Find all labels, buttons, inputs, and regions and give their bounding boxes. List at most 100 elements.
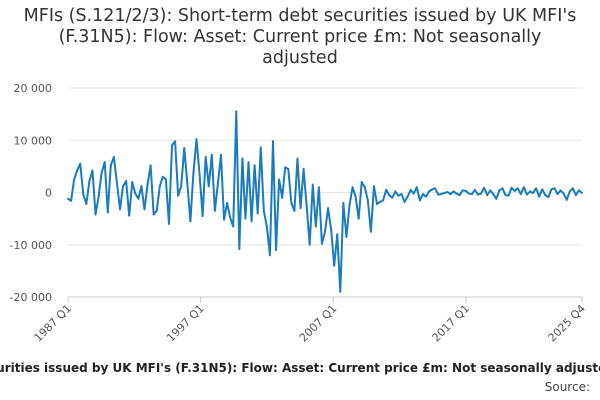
data-point[interactable] — [238, 247, 241, 250]
data-point[interactable] — [565, 198, 568, 201]
data-point[interactable] — [510, 186, 513, 189]
data-point[interactable] — [137, 197, 140, 200]
data-point[interactable] — [164, 178, 167, 181]
data-point[interactable] — [275, 248, 278, 251]
data-point[interactable] — [143, 208, 146, 211]
data-point[interactable] — [219, 153, 222, 156]
data-point[interactable] — [403, 200, 406, 203]
data-point[interactable] — [155, 209, 158, 212]
data-point[interactable] — [232, 225, 235, 228]
data-point[interactable] — [382, 199, 385, 202]
data-point[interactable] — [140, 185, 143, 188]
data-point[interactable] — [67, 197, 69, 200]
data-point[interactable] — [250, 220, 253, 223]
data-point[interactable] — [186, 182, 189, 185]
data-point[interactable] — [134, 192, 137, 195]
data-point[interactable] — [428, 190, 431, 193]
data-point[interactable] — [550, 188, 553, 191]
data-point[interactable] — [128, 214, 131, 217]
data-point[interactable] — [333, 264, 336, 267]
data-point[interactable] — [183, 147, 186, 150]
data-point[interactable] — [336, 233, 339, 236]
data-point[interactable] — [195, 138, 198, 141]
data-point[interactable] — [207, 185, 210, 188]
data-point[interactable] — [201, 215, 204, 218]
data-point[interactable] — [85, 203, 88, 205]
data-point[interactable] — [189, 220, 192, 223]
data-point[interactable] — [97, 195, 100, 198]
data-point[interactable] — [345, 235, 348, 238]
data-point[interactable] — [415, 186, 418, 189]
data-point[interactable] — [424, 195, 427, 198]
data-point[interactable] — [109, 164, 112, 167]
data-point[interactable] — [171, 144, 174, 147]
data-point[interactable] — [177, 194, 180, 197]
data-point[interactable] — [581, 192, 583, 195]
data-point[interactable] — [91, 169, 94, 172]
data-point[interactable] — [305, 204, 308, 207]
data-point[interactable] — [544, 194, 547, 197]
data-point[interactable] — [268, 254, 271, 257]
data-point[interactable] — [259, 146, 262, 149]
data-point[interactable] — [492, 193, 495, 196]
data-point[interactable] — [192, 171, 195, 174]
data-point[interactable] — [112, 155, 115, 158]
data-point[interactable] — [498, 189, 501, 192]
data-point[interactable] — [253, 164, 256, 167]
data-point[interactable] — [434, 187, 437, 190]
data-point[interactable] — [388, 194, 391, 197]
data-point[interactable] — [458, 194, 461, 197]
data-point[interactable] — [293, 209, 296, 212]
data-point[interactable] — [449, 193, 452, 196]
data-point[interactable] — [149, 164, 152, 167]
data-point[interactable] — [357, 217, 360, 220]
data-point[interactable] — [532, 192, 535, 195]
data-point[interactable] — [476, 193, 479, 196]
data-point[interactable] — [562, 192, 565, 195]
data-point[interactable] — [311, 183, 314, 186]
data-point[interactable] — [131, 181, 134, 184]
data-point[interactable] — [519, 193, 522, 196]
data-point[interactable] — [470, 193, 473, 196]
data-point[interactable] — [574, 194, 577, 197]
data-point[interactable] — [226, 201, 229, 204]
data-point[interactable] — [452, 190, 455, 193]
data-point[interactable] — [528, 190, 531, 193]
data-point[interactable] — [281, 196, 284, 199]
data-point[interactable] — [235, 110, 238, 113]
data-point[interactable] — [348, 204, 351, 207]
data-point[interactable] — [287, 167, 290, 170]
data-point[interactable] — [400, 193, 403, 196]
data-point[interactable] — [161, 175, 164, 178]
data-point[interactable] — [79, 162, 82, 165]
data-point[interactable] — [379, 200, 382, 203]
data-point[interactable] — [198, 173, 201, 176]
data-point[interactable] — [76, 169, 79, 172]
data-point[interactable] — [547, 196, 550, 199]
data-point[interactable] — [216, 182, 219, 185]
data-point[interactable] — [284, 166, 287, 169]
data-point[interactable] — [324, 230, 326, 233]
data-point[interactable] — [556, 193, 559, 196]
data-point[interactable] — [265, 225, 268, 228]
data-point[interactable] — [103, 161, 106, 164]
data-point[interactable] — [278, 178, 281, 181]
data-point[interactable] — [486, 194, 489, 197]
data-point[interactable] — [100, 171, 103, 174]
data-point[interactable] — [314, 225, 317, 228]
data-point[interactable] — [241, 157, 244, 160]
data-point[interactable] — [180, 185, 183, 188]
data-point[interactable] — [363, 186, 366, 189]
data-point[interactable] — [535, 187, 538, 190]
data-point[interactable] — [568, 190, 571, 193]
data-point[interactable] — [397, 194, 400, 197]
data-point[interactable] — [489, 189, 492, 192]
data-point[interactable] — [538, 195, 541, 198]
data-point[interactable] — [516, 187, 519, 190]
data-point[interactable] — [443, 192, 446, 195]
data-point[interactable] — [88, 180, 91, 182]
data-point[interactable] — [262, 209, 265, 212]
data-point[interactable] — [106, 211, 109, 214]
data-point[interactable] — [431, 188, 434, 191]
data-point[interactable] — [244, 217, 247, 220]
